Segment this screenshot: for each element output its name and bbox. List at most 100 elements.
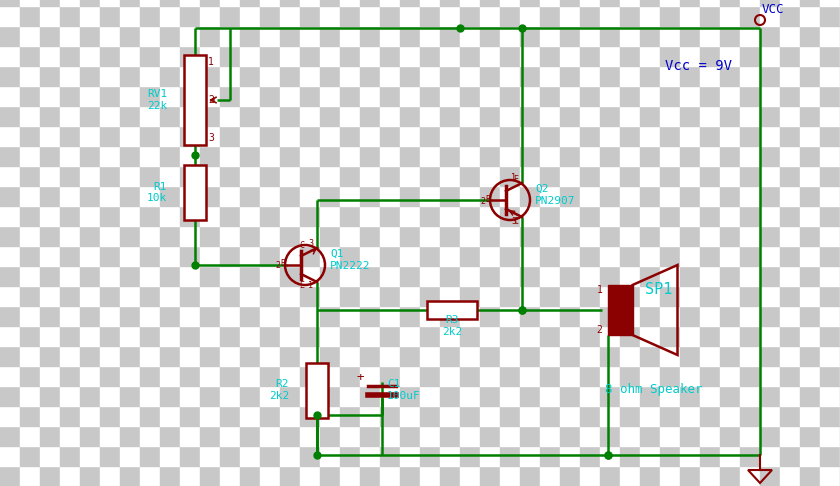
- Bar: [540, 446, 560, 466]
- Bar: [640, 306, 660, 326]
- Bar: [100, 246, 120, 266]
- Bar: [540, 226, 560, 246]
- Bar: [320, 166, 340, 186]
- Bar: [300, 126, 320, 146]
- Bar: [540, 386, 560, 406]
- Bar: [660, 126, 680, 146]
- Bar: [540, 146, 560, 166]
- Bar: [540, 366, 560, 386]
- Bar: [740, 246, 760, 266]
- Bar: [340, 286, 360, 306]
- Bar: [520, 106, 540, 126]
- Bar: [680, 106, 700, 126]
- Bar: [800, 346, 820, 366]
- Bar: [60, 346, 80, 366]
- Bar: [600, 366, 620, 386]
- Bar: [540, 166, 560, 186]
- Bar: [340, 206, 360, 226]
- Bar: [200, 166, 220, 186]
- Bar: [280, 346, 300, 366]
- Bar: [220, 46, 240, 66]
- Bar: [360, 226, 380, 246]
- Bar: [100, 466, 120, 486]
- Bar: [760, 166, 780, 186]
- Bar: [780, 366, 800, 386]
- Bar: [660, 366, 680, 386]
- Bar: [200, 0, 220, 6]
- Bar: [20, 226, 40, 246]
- Text: 3: 3: [308, 240, 313, 248]
- Bar: [180, 106, 200, 126]
- Bar: [480, 426, 500, 446]
- Bar: [380, 386, 400, 406]
- Bar: [620, 366, 640, 386]
- Text: E: E: [300, 280, 305, 290]
- Bar: [680, 66, 700, 86]
- Bar: [480, 0, 500, 6]
- Bar: [560, 206, 580, 226]
- Bar: [0, 0, 20, 6]
- Bar: [600, 166, 620, 186]
- Bar: [520, 466, 540, 486]
- Bar: [320, 146, 340, 166]
- Bar: [640, 426, 660, 446]
- Bar: [260, 366, 280, 386]
- Bar: [740, 66, 760, 86]
- Bar: [240, 66, 260, 86]
- Bar: [260, 166, 280, 186]
- Bar: [580, 386, 600, 406]
- Bar: [320, 246, 340, 266]
- Bar: [340, 6, 360, 26]
- Bar: [300, 6, 320, 26]
- Text: B: B: [281, 260, 286, 268]
- Bar: [560, 286, 580, 306]
- Bar: [440, 266, 460, 286]
- Bar: [800, 206, 820, 226]
- Bar: [120, 66, 140, 86]
- Bar: [220, 26, 240, 46]
- Bar: [480, 306, 500, 326]
- Bar: [340, 26, 360, 46]
- Bar: [600, 26, 620, 46]
- Bar: [40, 6, 60, 26]
- Bar: [600, 146, 620, 166]
- Bar: [820, 366, 840, 386]
- Bar: [160, 246, 180, 266]
- Bar: [740, 6, 760, 26]
- Bar: [800, 326, 820, 346]
- Bar: [40, 346, 60, 366]
- Bar: [20, 66, 40, 86]
- Bar: [660, 446, 680, 466]
- Bar: [820, 326, 840, 346]
- Bar: [400, 266, 420, 286]
- Bar: [400, 386, 420, 406]
- Bar: [40, 166, 60, 186]
- Bar: [780, 406, 800, 426]
- Bar: [100, 306, 120, 326]
- Bar: [700, 326, 720, 346]
- Bar: [260, 286, 280, 306]
- Bar: [580, 426, 600, 446]
- Bar: [100, 86, 120, 106]
- Bar: [500, 266, 520, 286]
- Bar: [540, 6, 560, 26]
- Bar: [740, 366, 760, 386]
- Bar: [60, 266, 80, 286]
- Bar: [40, 126, 60, 146]
- Bar: [20, 166, 40, 186]
- Bar: [400, 286, 420, 306]
- Bar: [420, 406, 440, 426]
- Bar: [240, 46, 260, 66]
- Bar: [820, 66, 840, 86]
- Bar: [400, 166, 420, 186]
- Bar: [0, 226, 20, 246]
- Bar: [580, 446, 600, 466]
- Bar: [160, 126, 180, 146]
- Bar: [640, 146, 660, 166]
- Bar: [700, 286, 720, 306]
- Bar: [180, 166, 200, 186]
- Bar: [460, 0, 480, 6]
- Bar: [140, 146, 160, 166]
- Bar: [620, 186, 640, 206]
- Bar: [80, 226, 100, 246]
